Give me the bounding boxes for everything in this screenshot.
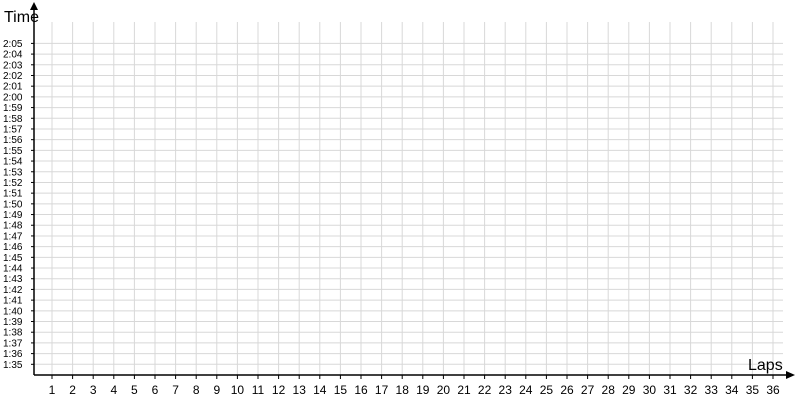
x-tick-label: 10	[231, 383, 245, 397]
y-tick-label: 1:35	[3, 360, 23, 371]
x-tick-label: 22	[478, 383, 492, 397]
x-tick-label: 19	[416, 383, 430, 397]
x-tick-labels: 1 2 3 4 5 6 7 8 9 10 11 12 13 14 15 16 17 18 19 20 21 22 23 24 2…	[49, 383, 780, 397]
x-tick-label: 14	[313, 383, 327, 397]
x-tick-label: 11	[252, 383, 265, 397]
x-tick-label: 20	[437, 383, 451, 397]
y-tick-label: 1:42	[3, 285, 23, 296]
x-tick-label: 5	[131, 383, 138, 397]
y-tick-label: 1:51	[3, 189, 23, 200]
x-tick-label: 26	[560, 383, 574, 397]
y-tick-label: 2:00	[3, 92, 23, 103]
x-tick-label: 29	[622, 383, 636, 397]
y-tick-label: 1:47	[3, 231, 23, 242]
x-tick-label: 30	[643, 383, 657, 397]
y-tick-label: 1:49	[3, 210, 23, 221]
y-tick-label: 1:36	[3, 349, 23, 360]
x-axis-title: Laps	[748, 357, 783, 374]
x-tick-label: 24	[519, 383, 533, 397]
x-tick-label: 17	[375, 383, 389, 397]
y-tick-label: 2:03	[3, 60, 23, 71]
x-tick-label: 33	[705, 383, 719, 397]
x-tick-label: 31	[663, 383, 677, 397]
x-tick-label: 21	[457, 383, 471, 397]
y-tick-label: 2:01	[3, 82, 23, 93]
y-tick-label: 1:55	[3, 146, 23, 157]
x-tick-label: 35	[746, 383, 760, 397]
x-tick-label: 3	[90, 383, 97, 397]
x-tick-label: 32	[684, 383, 698, 397]
y-tick-label: 1:50	[3, 199, 23, 210]
x-tick-label: 16	[354, 383, 368, 397]
x-tick-label: 7	[172, 383, 179, 397]
x-tick-label: 25	[540, 383, 554, 397]
y-tick-label: 1:58	[3, 114, 23, 125]
x-tick-label: 4	[110, 383, 117, 397]
y-tick-label: 1:57	[3, 124, 23, 135]
y-tick-label: 1:56	[3, 135, 23, 146]
x-tick-label: 6	[152, 383, 159, 397]
y-axis-title: Time	[4, 9, 39, 26]
y-tick-label: 1:52	[3, 178, 23, 189]
y-tick-label: 1:37	[3, 338, 23, 349]
y-tick-label: 1:48	[3, 221, 23, 232]
x-tick-label: 34	[725, 383, 739, 397]
y-tick-label: 2:02	[3, 71, 23, 82]
y-tick-label: 1:41	[3, 296, 23, 307]
y-tick-label: 1:44	[3, 264, 23, 275]
axes	[30, 2, 795, 379]
y-tick-label: 1:53	[3, 167, 23, 178]
x-tick-label: 12	[272, 383, 286, 397]
x-tick-label: 9	[213, 383, 220, 397]
y-tick-label: 1:45	[3, 253, 23, 264]
y-axis-arrow	[30, 2, 38, 10]
x-tick-label: 28	[602, 383, 616, 397]
x-tick-label: 18	[396, 383, 410, 397]
x-tick-label: 15	[334, 383, 348, 397]
y-tick-label: 1:59	[3, 103, 23, 114]
y-tick-label: 1:54	[3, 157, 23, 168]
y-tick-label: 1:46	[3, 242, 23, 253]
y-tick-label: 1:39	[3, 317, 23, 328]
gridlines	[34, 22, 783, 375]
x-tick-label: 36	[766, 383, 780, 397]
x-tick-label: 8	[193, 383, 200, 397]
x-axis-arrow	[786, 371, 795, 379]
y-tick-labels: 1:351:361:371:381:391:401:411:421:431:44…	[3, 39, 23, 371]
x-tick-label: 1	[49, 383, 56, 397]
x-tick-label: 23	[499, 383, 513, 397]
y-tick-label: 1:38	[3, 328, 23, 339]
y-tick-label: 2:05	[3, 39, 23, 50]
y-tick-label: 1:40	[3, 306, 23, 317]
x-tick-label: 2	[69, 383, 76, 397]
y-tick-label: 1:43	[3, 274, 23, 285]
x-tick-label: 27	[581, 383, 595, 397]
x-tick-label: 13	[293, 383, 307, 397]
y-tick-label: 2:04	[3, 50, 23, 61]
